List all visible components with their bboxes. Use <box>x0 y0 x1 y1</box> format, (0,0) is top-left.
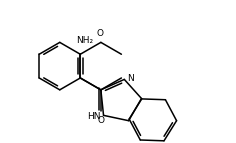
Text: HN: HN <box>88 112 101 121</box>
Text: O: O <box>96 29 103 38</box>
Text: N: N <box>127 74 134 83</box>
Text: NH₂: NH₂ <box>76 36 93 45</box>
Text: O: O <box>97 116 104 125</box>
